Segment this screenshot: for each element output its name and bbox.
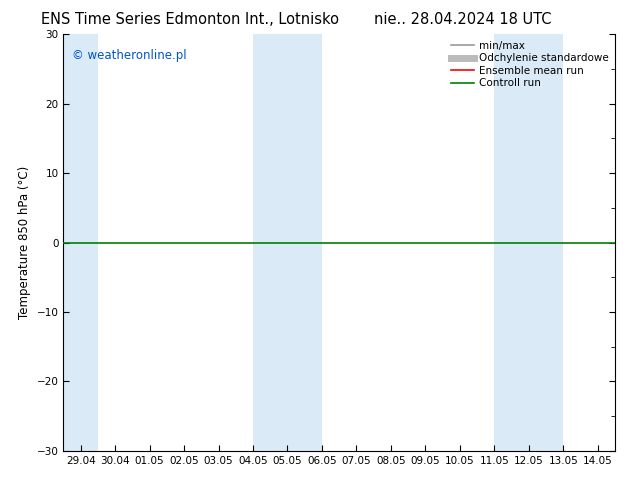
- Bar: [253, 34, 322, 451]
- Text: ENS Time Series Edmonton Int., Lotnisko: ENS Time Series Edmonton Int., Lotnisko: [41, 12, 339, 27]
- Y-axis label: Temperature 850 hPa (°C): Temperature 850 hPa (°C): [18, 166, 31, 319]
- Bar: [63, 34, 98, 451]
- Bar: [495, 34, 563, 451]
- Text: nie.. 28.04.2024 18 UTC: nie.. 28.04.2024 18 UTC: [374, 12, 552, 27]
- Text: © weatheronline.pl: © weatheronline.pl: [72, 49, 186, 62]
- Legend: min/max, Odchylenie standardowe, Ensemble mean run, Controll run: min/max, Odchylenie standardowe, Ensembl…: [447, 36, 613, 93]
